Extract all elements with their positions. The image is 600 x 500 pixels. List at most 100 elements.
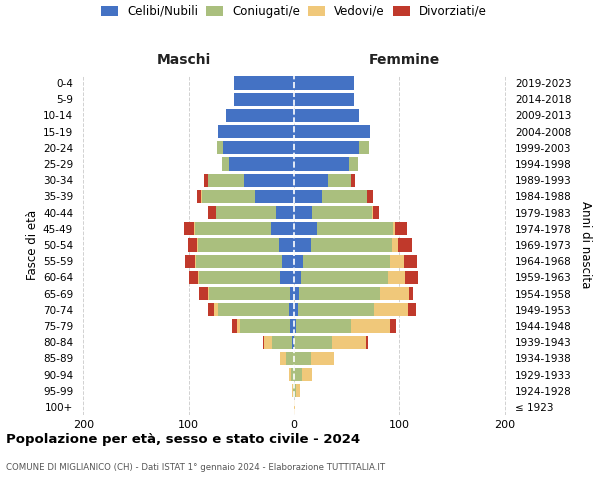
- Bar: [404, 254, 417, 268]
- Bar: [372, 206, 373, 220]
- Bar: [208, 206, 216, 220]
- Bar: [392, 238, 398, 252]
- Bar: [332, 336, 365, 349]
- Bar: [201, 190, 202, 203]
- Bar: [184, 222, 194, 235]
- Bar: [272, 336, 292, 349]
- Bar: [188, 270, 198, 284]
- Bar: [409, 287, 413, 300]
- Bar: [311, 352, 334, 365]
- Bar: [280, 352, 286, 365]
- Bar: [263, 336, 265, 349]
- Bar: [198, 238, 279, 252]
- Bar: [393, 222, 395, 235]
- Bar: [197, 238, 198, 252]
- Bar: [289, 303, 294, 316]
- Bar: [234, 76, 294, 90]
- Bar: [209, 287, 290, 300]
- Bar: [291, 368, 294, 381]
- Bar: [218, 303, 289, 316]
- Bar: [198, 270, 199, 284]
- Bar: [311, 238, 392, 252]
- Bar: [292, 384, 293, 398]
- Bar: [312, 206, 372, 220]
- Text: Popolazione per età, sesso e stato civile - 2024: Popolazione per età, sesso e stato civil…: [6, 432, 360, 446]
- Bar: [197, 190, 201, 203]
- Bar: [255, 190, 294, 203]
- Bar: [390, 320, 396, 332]
- Bar: [196, 254, 283, 268]
- Bar: [293, 384, 294, 398]
- Bar: [290, 320, 294, 332]
- Bar: [294, 141, 359, 154]
- Bar: [240, 320, 290, 332]
- Bar: [367, 190, 373, 203]
- Bar: [349, 158, 358, 170]
- Bar: [298, 303, 374, 316]
- Text: Maschi: Maschi: [157, 54, 211, 68]
- Bar: [299, 287, 380, 300]
- Bar: [208, 303, 214, 316]
- Bar: [271, 222, 294, 235]
- Bar: [395, 222, 407, 235]
- Bar: [199, 287, 208, 300]
- Bar: [294, 158, 349, 170]
- Bar: [294, 287, 299, 300]
- Bar: [286, 352, 294, 365]
- Bar: [217, 141, 223, 154]
- Bar: [185, 254, 195, 268]
- Bar: [292, 336, 294, 349]
- Bar: [328, 174, 351, 187]
- Bar: [296, 384, 301, 398]
- Bar: [279, 238, 294, 252]
- Bar: [205, 174, 208, 187]
- Bar: [294, 174, 328, 187]
- Bar: [280, 270, 294, 284]
- Bar: [265, 336, 272, 349]
- Bar: [226, 109, 294, 122]
- Bar: [296, 320, 351, 332]
- Bar: [390, 254, 404, 268]
- Y-axis label: Anni di nascita: Anni di nascita: [578, 202, 592, 288]
- Bar: [294, 206, 312, 220]
- Bar: [234, 92, 294, 106]
- Bar: [199, 270, 280, 284]
- Bar: [202, 190, 255, 203]
- Bar: [374, 303, 408, 316]
- Bar: [244, 174, 294, 187]
- Bar: [294, 254, 304, 268]
- Bar: [208, 174, 244, 187]
- Bar: [408, 303, 416, 316]
- Bar: [195, 254, 196, 268]
- Bar: [237, 320, 240, 332]
- Bar: [294, 109, 359, 122]
- Bar: [294, 400, 295, 413]
- Bar: [229, 158, 294, 170]
- Bar: [294, 238, 311, 252]
- Bar: [294, 336, 332, 349]
- Y-axis label: Fasce di età: Fasce di età: [26, 210, 39, 280]
- Text: Femmine: Femmine: [368, 54, 440, 68]
- Bar: [294, 222, 317, 235]
- Bar: [294, 303, 298, 316]
- Bar: [289, 368, 291, 381]
- Bar: [359, 141, 369, 154]
- Bar: [232, 320, 237, 332]
- Bar: [398, 238, 412, 252]
- Bar: [294, 190, 322, 203]
- Bar: [351, 174, 355, 187]
- Bar: [302, 368, 312, 381]
- Bar: [294, 352, 311, 365]
- Bar: [223, 158, 229, 170]
- Bar: [294, 125, 370, 138]
- Bar: [322, 190, 367, 203]
- Bar: [294, 270, 301, 284]
- Bar: [290, 287, 294, 300]
- Text: COMUNE DI MIGLIANICO (CH) - Dati ISTAT 1° gennaio 2024 - Elaborazione TUTTITALIA: COMUNE DI MIGLIANICO (CH) - Dati ISTAT 1…: [6, 462, 385, 471]
- Bar: [216, 206, 276, 220]
- Bar: [294, 320, 296, 332]
- Bar: [317, 222, 393, 235]
- Bar: [380, 287, 409, 300]
- Bar: [214, 303, 218, 316]
- Bar: [301, 270, 388, 284]
